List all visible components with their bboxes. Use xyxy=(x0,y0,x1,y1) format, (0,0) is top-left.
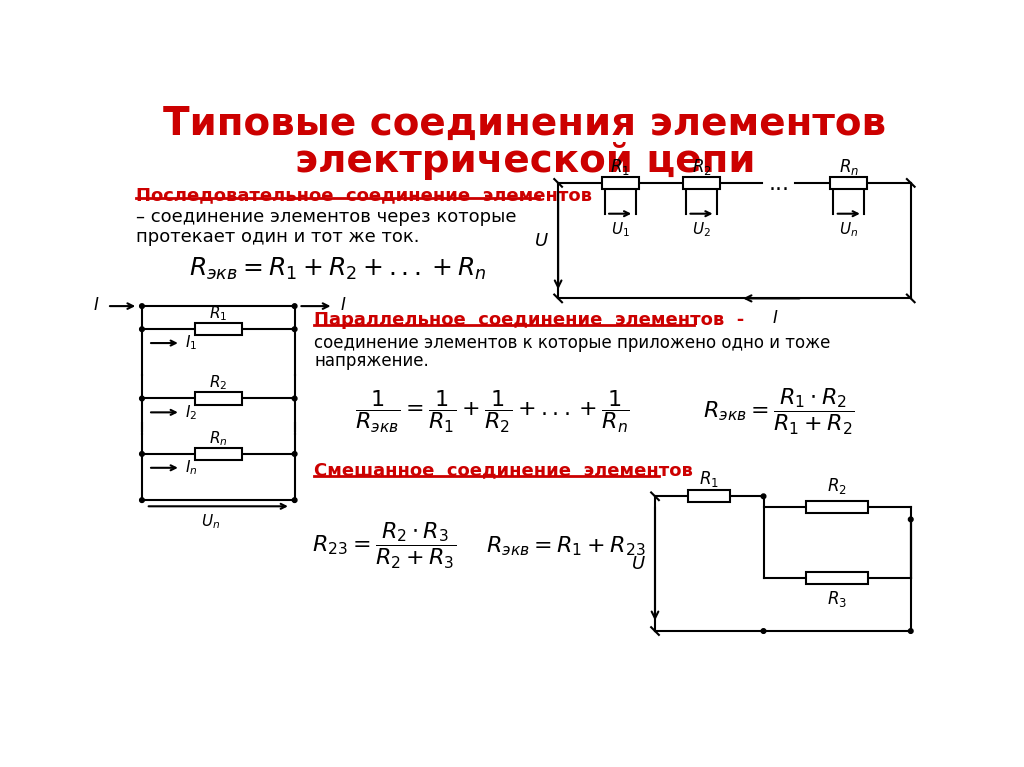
Text: $R_1$: $R_1$ xyxy=(610,156,630,176)
Circle shape xyxy=(139,397,144,401)
Circle shape xyxy=(139,304,144,308)
Text: $I$: $I$ xyxy=(340,295,346,314)
Text: протекает один и тот же ток.: протекает один и тот же ток. xyxy=(136,228,419,245)
Bar xyxy=(806,501,868,513)
Circle shape xyxy=(292,452,297,456)
Text: $R_2$: $R_2$ xyxy=(209,374,227,393)
Circle shape xyxy=(292,304,297,308)
Text: $I_n$: $I_n$ xyxy=(184,459,197,477)
Bar xyxy=(195,448,242,460)
Text: ...: ... xyxy=(768,174,790,195)
Text: $R_1$: $R_1$ xyxy=(699,469,719,489)
Text: $U_2$: $U_2$ xyxy=(692,220,711,239)
Bar xyxy=(688,490,730,502)
Text: Параллельное  соединение  элементов  -: Параллельное соединение элементов - xyxy=(314,311,744,330)
Text: $U$: $U$ xyxy=(534,232,549,249)
Text: $I$: $I$ xyxy=(772,309,778,328)
Circle shape xyxy=(139,498,144,502)
Text: Последовательное  соединение  элементов: Последовательное соединение элементов xyxy=(136,186,592,204)
Text: $R_{\mathit{экв}}=\dfrac{R_1 \cdot R_2}{R_1+R_2}$: $R_{\mathit{экв}}=\dfrac{R_1 \cdot R_2}{… xyxy=(703,387,855,436)
Circle shape xyxy=(761,629,766,634)
Text: соединение элементов к которые приложено одно и тоже: соединение элементов к которые приложено… xyxy=(314,334,830,352)
Circle shape xyxy=(292,327,297,331)
Bar xyxy=(683,176,720,189)
Text: электрической цепи: электрической цепи xyxy=(295,143,755,180)
Text: $\dfrac{1}{R_{\mathit{экв}}}=\dfrac{1}{R_1}+\dfrac{1}{R_2}+...+\dfrac{1}{R_n}$: $\dfrac{1}{R_{\mathit{экв}}}=\dfrac{1}{R… xyxy=(354,388,630,435)
Circle shape xyxy=(761,494,766,499)
Text: $R_n$: $R_n$ xyxy=(209,429,227,448)
Text: $I_1$: $I_1$ xyxy=(184,334,197,352)
Text: $U$: $U$ xyxy=(631,555,646,573)
Text: $R_{\mathit{экв}} = R_1 + R_2 + ... + R_n$: $R_{\mathit{экв}} = R_1 + R_2 + ... + R_… xyxy=(188,256,486,282)
Text: $R_{23}=\dfrac{R_2 \cdot R_3}{R_2+R_3}$: $R_{23}=\dfrac{R_2 \cdot R_3}{R_2+R_3}$ xyxy=(311,522,456,571)
Text: $U_n$: $U_n$ xyxy=(839,220,858,239)
Circle shape xyxy=(139,452,144,456)
Text: $U_1$: $U_1$ xyxy=(610,220,630,239)
Bar xyxy=(830,176,867,189)
Text: $I_2$: $I_2$ xyxy=(184,403,197,422)
Circle shape xyxy=(908,629,913,634)
Text: $R_n$: $R_n$ xyxy=(839,156,859,176)
Text: – соединение элементов через которые: – соединение элементов через которые xyxy=(136,208,516,225)
Bar xyxy=(195,393,242,405)
Text: Смешанное  соединение  элементов: Смешанное соединение элементов xyxy=(314,462,693,479)
Bar xyxy=(195,323,242,335)
Text: Типовые соединения элементов: Типовые соединения элементов xyxy=(163,105,887,143)
Text: $I$: $I$ xyxy=(93,295,99,314)
Circle shape xyxy=(292,397,297,401)
Circle shape xyxy=(139,327,144,331)
Text: $R_1$: $R_1$ xyxy=(209,304,227,323)
Text: $R_{\mathit{экв}}=R_1+R_{23}$: $R_{\mathit{экв}}=R_1+R_{23}$ xyxy=(486,535,646,558)
Text: $R_2$: $R_2$ xyxy=(827,476,847,496)
Bar xyxy=(806,571,868,584)
Circle shape xyxy=(292,498,297,502)
Text: $R_2$: $R_2$ xyxy=(691,156,712,176)
Bar xyxy=(601,176,639,189)
Text: $U_n$: $U_n$ xyxy=(201,512,220,532)
Text: напряжение.: напряжение. xyxy=(314,352,429,370)
Text: $R_3$: $R_3$ xyxy=(827,589,847,609)
Circle shape xyxy=(908,517,913,522)
